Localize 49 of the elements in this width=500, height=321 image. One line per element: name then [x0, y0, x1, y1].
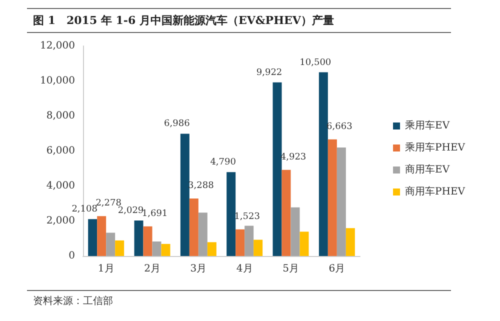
bar: [161, 244, 170, 256]
text: 资料来源：工信部: [27, 290, 451, 311]
bar: [272, 82, 282, 256]
legend-label: 乘用车EV: [405, 120, 450, 132]
bar: [134, 220, 144, 256]
data-label: 4,790: [210, 158, 236, 168]
y-tick-label: 8,000: [46, 110, 75, 122]
bar: [236, 229, 245, 256]
y-tick-label: 2,000: [46, 216, 75, 226]
bar: [180, 134, 190, 256]
bar: [226, 172, 236, 256]
x-tick-label: 2月: [144, 264, 160, 274]
data-label: 2,108: [72, 204, 98, 215]
data-label: 9,922: [256, 68, 282, 78]
bar: [290, 207, 300, 256]
y-tick-label: 6,000: [46, 146, 75, 156]
bar: [336, 148, 346, 256]
bar: [143, 226, 152, 256]
bar: [97, 216, 106, 256]
y-tick-label: 4,000: [46, 180, 75, 192]
x-tick-label: 3月: [190, 264, 207, 274]
bar: [115, 240, 124, 256]
y-tick-label: 10,000: [40, 76, 75, 86]
bar: [254, 240, 263, 256]
bar: [207, 242, 216, 256]
data-label: 1,691: [142, 208, 168, 219]
y-tick-label: 12,000: [40, 40, 75, 52]
bar: [328, 139, 337, 256]
bar: [244, 226, 254, 256]
bar: [346, 228, 355, 256]
bar: [106, 232, 116, 256]
bar: [189, 198, 198, 256]
legend-label: 商用车EV: [405, 164, 450, 176]
bar: [152, 241, 162, 256]
bar: [300, 232, 309, 256]
x-tick-label: 1月: [98, 264, 114, 274]
legend-label: 商用车PHEV: [405, 186, 466, 198]
bar: [318, 72, 328, 256]
data-label: 6,986: [164, 119, 190, 130]
legend-label: 乘用车PHEV: [405, 142, 466, 154]
x-tick-label: 4月: [236, 264, 253, 274]
bar: [88, 219, 98, 256]
chart-title: 图 1 2015 年 1-6 月中国新能源汽车（EV&PHEV）产量: [27, 8, 451, 33]
bar: [282, 170, 291, 256]
x-tick-label: 6月: [328, 264, 346, 274]
bar: [198, 212, 208, 256]
data-label: 10,500: [300, 58, 332, 68]
y-tick-label: 0: [68, 250, 75, 262]
x-tick-label: 5月: [282, 264, 299, 274]
